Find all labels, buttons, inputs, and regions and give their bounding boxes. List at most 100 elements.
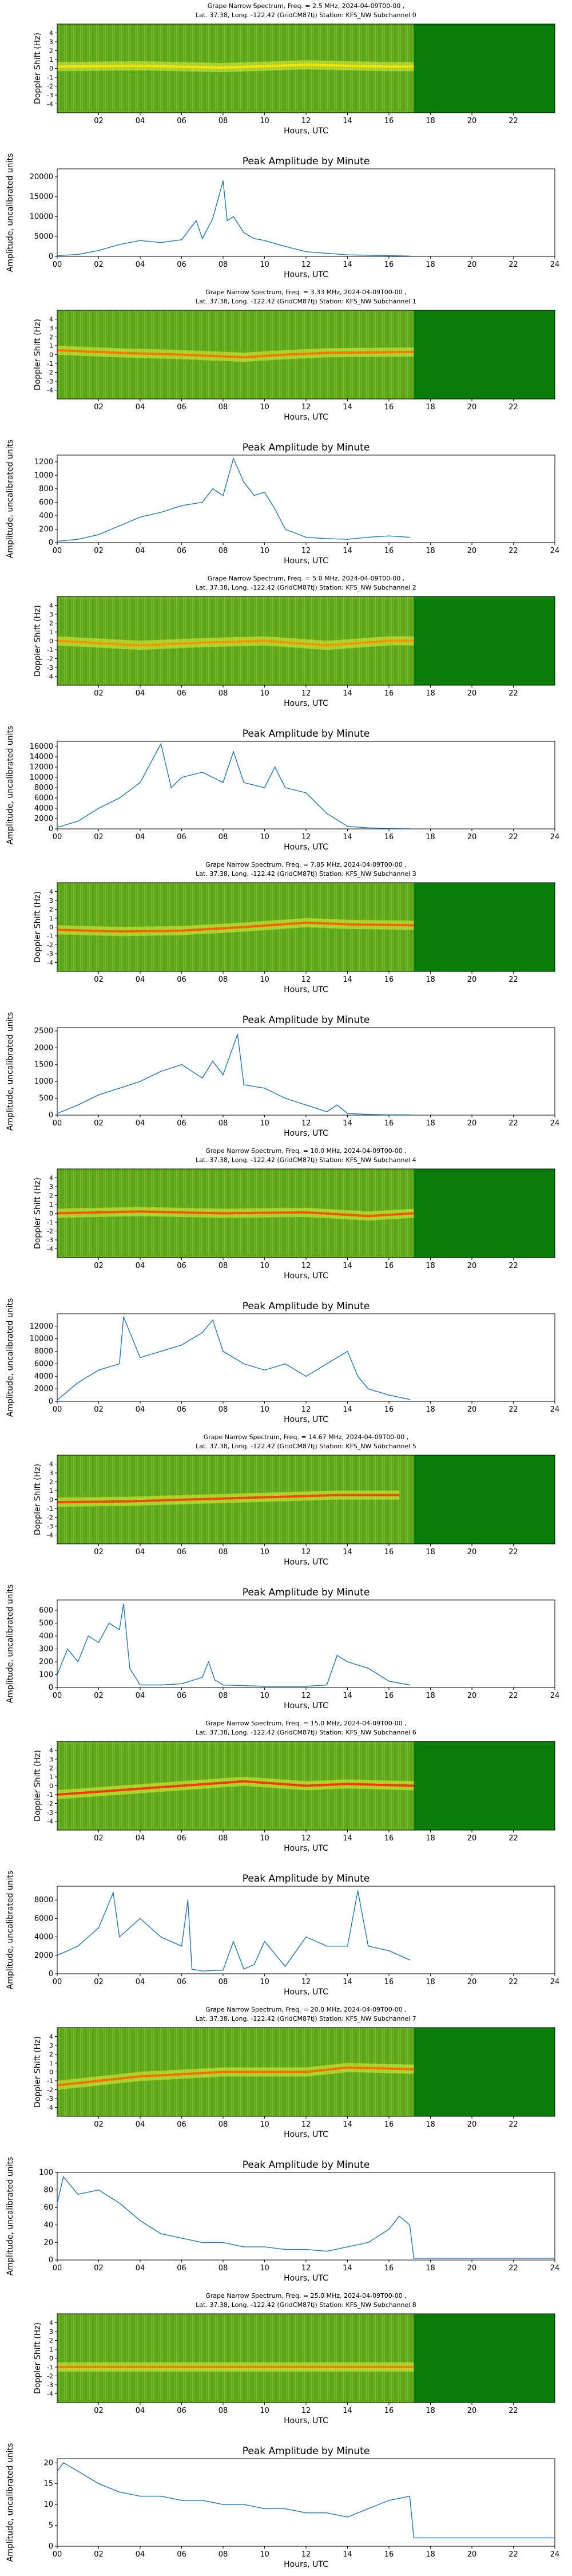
x-tick-label: 12 [301,1119,311,1128]
amplitude-point [264,1369,265,1371]
line-chart-frame [57,1599,555,1688]
x-tick-label: 18 [426,1692,435,1700]
x-tick-label: 04 [136,1119,145,1128]
x-tick-label: 16 [384,1119,394,1128]
amplitude-point [160,2233,162,2234]
x-tick-label: 14 [343,1119,352,1128]
x-tick-label: 24 [550,1119,560,1128]
x-tick-label: 24 [550,1405,560,1414]
y-tick-label: 0 [49,351,53,359]
amplitude-point [212,1061,213,1062]
y-axis-label: Amplitude, uncalibrated units [6,726,15,845]
x-tick-label: 06 [177,2407,186,2415]
x-tick-label: 20 [467,2550,477,2559]
amplitude-point [336,1654,338,1656]
y-tick-label: 0 [49,1783,53,1790]
x-tick-label: 18 [426,260,435,269]
x-tick-label: 20 [467,403,477,412]
spectrogram-panel: Grape Narrow Spectrum, Freq. = 5.0 MHz, … [33,575,555,708]
y-tick-label: -4 [47,673,53,681]
y-tick-label: 10000 [30,212,53,221]
y-tick-label: 0 [49,2542,53,2551]
amplitude-point [243,2504,245,2505]
x-axis-label: Hours, UTC [284,1701,328,1710]
x-tick-label: 06 [177,689,186,698]
x-tick-label: 14 [343,1692,352,1700]
x-tick-label: 10 [260,833,269,841]
amplitude-panel: Peak Amplitude by Minute0200400600800100… [6,440,559,566]
amplitude-point [113,1892,114,1894]
y-tick-label: 2 [49,906,53,914]
y-tick-label: 400 [39,1632,53,1641]
x-tick-label: 08 [219,2550,228,2559]
x-tick-label: 08 [219,547,228,555]
amplitude-point [305,1376,307,1377]
x-tick-label: 10 [260,1405,269,1414]
y-tick-label: 400 [39,512,53,520]
y-tick-label: 4 [49,1461,53,1468]
x-tick-label: 22 [509,1692,518,1700]
y-tick-label: 0 [49,539,53,547]
x-tick-label: 04 [136,975,145,984]
x-tick-label: 18 [426,1834,435,1843]
x-axis-label: Hours, UTC [284,1844,328,1853]
y-tick-label: 0 [49,825,53,833]
x-axis-label: Hours, UTC [284,413,328,422]
amplitude-point [347,1945,348,1947]
line-chart-frame [57,1886,555,1974]
x-tick-label: 20 [467,975,477,984]
spectrogram-subtitle: Lat. 37.38, Long. -122.42 (GridCM87tj) S… [196,1729,416,1736]
amplitude-point [77,2194,79,2195]
y-tick-label: 2500 [34,1027,53,1036]
x-tick-label: 08 [219,117,228,125]
amplitude-point [140,1684,141,1686]
x-tick-label: 08 [219,1405,228,1414]
amplitude-point [347,1661,348,1662]
y-axis-label: Doppler Shift (Hz) [33,1178,42,1249]
amplitude-point [140,2220,141,2221]
amplitude-point [243,481,245,483]
x-tick-label: 10 [260,2120,269,2129]
x-tick-label: 04 [136,1405,145,1414]
y-tick-label: 2 [49,1192,53,1200]
x-tick-label: 16 [384,1978,394,1986]
y-tick-label: 12000 [30,1322,53,1331]
y-tick-label: 200 [39,525,53,534]
amplitude-point [326,538,328,539]
y-tick-label: 0 [49,1496,53,1504]
spectrogram-panel: Grape Narrow Spectrum, Freq. = 7.85 MHz,… [33,861,555,994]
spectrogram-subtitle: Lat. 37.38, Long. -122.42 (GridCM87tj) S… [196,584,416,591]
x-tick-label: 10 [260,1692,269,1700]
y-tick-label: -3 [47,1809,53,1816]
y-tick-label: -1 [47,2364,53,2371]
y-tick-label: 20000 [30,173,53,181]
amplitude-point [223,1074,224,1076]
y-tick-label: -2 [47,1514,53,1522]
x-tick-label: 14 [343,833,352,841]
spectrogram-subtitle: Lat. 37.38, Long. -122.42 (GridCM87tj) S… [196,870,416,878]
x-tick-label: 12 [301,2120,311,2129]
x-tick-label: 16 [384,1692,394,1700]
spectrogram-panel: Grape Narrow Spectrum, Freq. = 10.0 MHz,… [33,1147,555,1281]
x-tick-label: 08 [219,1834,228,1843]
x-tick-label: 22 [509,1834,518,1843]
x-tick-label: 20 [467,260,477,269]
amplitude-point [233,751,234,752]
amplitude-point [201,1970,203,1971]
x-tick-label: 08 [219,403,228,412]
x-tick-label: 18 [426,1548,435,1556]
x-tick-label: 18 [426,2264,435,2273]
y-tick-label: 12000 [30,763,53,772]
x-tick-label: 24 [550,1692,560,1700]
amplitude-point [326,1111,328,1112]
x-tick-label: 16 [384,1405,394,1414]
x-tick-label: 02 [94,975,104,984]
y-tick-label: -4 [47,101,53,108]
y-tick-label: -4 [47,959,53,967]
amplitude-point [77,1382,79,1384]
amplitude-point [347,539,348,540]
amplitude-point [264,1941,265,1942]
amplitude-point [554,2258,555,2259]
amplitude-point [357,1376,359,1377]
x-tick-label: 04 [136,1262,145,1270]
